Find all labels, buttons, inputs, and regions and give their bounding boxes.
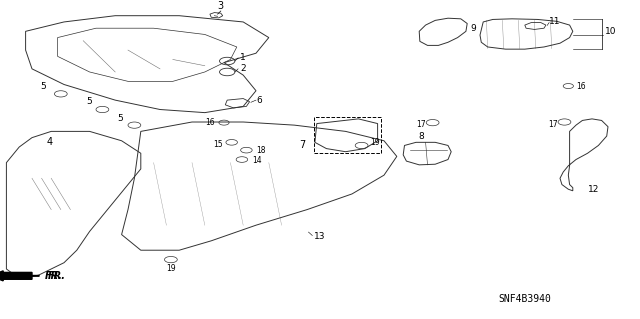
Text: FR.: FR.: [45, 271, 63, 281]
Text: SNF4B3940: SNF4B3940: [499, 294, 551, 304]
Text: 16: 16: [205, 118, 214, 127]
Text: 17: 17: [548, 120, 558, 129]
Text: 19: 19: [166, 264, 176, 273]
Text: 17: 17: [417, 120, 426, 129]
Text: 18: 18: [256, 146, 266, 155]
Text: 11: 11: [549, 18, 561, 26]
Text: 5: 5: [41, 82, 46, 91]
FancyArrow shape: [0, 271, 32, 281]
Text: 8: 8: [419, 132, 424, 141]
Text: 14: 14: [252, 156, 262, 165]
Text: 19: 19: [370, 138, 380, 147]
Text: 10: 10: [605, 27, 616, 36]
Text: 13: 13: [314, 232, 325, 241]
Text: 6: 6: [256, 96, 262, 105]
Text: 15: 15: [213, 140, 223, 149]
Text: 9: 9: [470, 24, 476, 33]
Text: FR.: FR.: [48, 271, 66, 281]
Text: 1: 1: [240, 53, 246, 63]
Text: 12: 12: [588, 185, 599, 194]
Text: 3: 3: [218, 1, 224, 11]
Text: 5: 5: [87, 97, 92, 106]
Text: 16: 16: [576, 82, 586, 91]
Text: 5: 5: [118, 115, 123, 123]
Text: 2: 2: [240, 64, 246, 73]
Text: 4: 4: [47, 137, 53, 147]
Text: 7: 7: [300, 140, 306, 151]
